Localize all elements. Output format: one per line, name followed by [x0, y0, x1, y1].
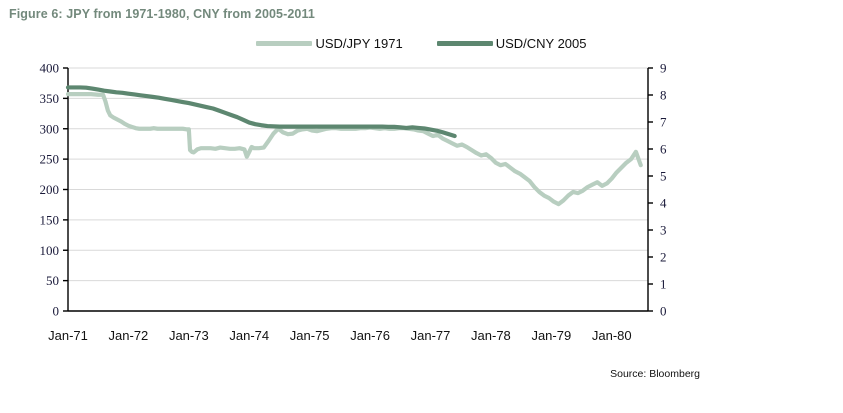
- page-title: Figure 6: JPY from 1971-1980, CNY from 2…: [9, 7, 315, 21]
- y-axis-right-tick-label: 3: [660, 223, 667, 238]
- source-note: Source: Bloomberg: [610, 368, 700, 380]
- x-axis-tick-label: Jan-78: [471, 328, 511, 343]
- y-axis-right-tick-label: 4: [660, 196, 667, 211]
- y-axis-left-tick-label: 250: [40, 152, 60, 167]
- x-axis-tick-label: Jan-74: [229, 328, 269, 343]
- y-axis-right-tick-label: 1: [660, 277, 667, 292]
- y-axis-left-tick-label: 300: [40, 121, 60, 136]
- y-axis-right-tick-label: 9: [660, 61, 667, 76]
- x-axis-tick-label: Jan-80: [592, 328, 632, 343]
- y-axis-left-tick-label: 100: [40, 243, 60, 258]
- x-axis-tick-label: Jan-73: [169, 328, 209, 343]
- y-axis-left-tick-label: 350: [40, 91, 60, 106]
- y-axis-left-tick-label: 150: [40, 212, 60, 227]
- x-axis-tick-label: Jan-75: [290, 328, 330, 343]
- x-axis-tick-label: Jan-79: [531, 328, 571, 343]
- x-axis-tick-label: Jan-76: [350, 328, 390, 343]
- x-axis-tick-label: Jan-77: [411, 328, 451, 343]
- y-axis-right-tick-label: 6: [660, 142, 667, 157]
- y-axis-right-tick-label: 8: [660, 88, 667, 103]
- y-axis-left-tick-label: 0: [53, 304, 60, 319]
- y-axis-right-tick-label: 5: [660, 169, 667, 184]
- series-line-usd-cny: [65, 85, 457, 139]
- y-axis-right-tick-label: 7: [660, 115, 667, 130]
- x-axis-tick-label: Jan-72: [109, 328, 149, 343]
- x-axis-tick-label: Jan-71: [48, 328, 88, 343]
- y-axis-left-tick-label: 50: [46, 273, 59, 288]
- y-axis-right-tick-label: 0: [660, 304, 667, 319]
- y-axis-left-tick-label: 400: [40, 61, 60, 76]
- y-axis-left-tick-label: 200: [40, 182, 60, 197]
- y-axis-right-tick-label: 2: [660, 250, 667, 265]
